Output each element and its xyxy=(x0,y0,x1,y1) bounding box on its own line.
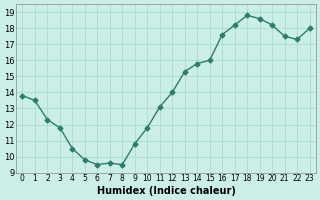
X-axis label: Humidex (Indice chaleur): Humidex (Indice chaleur) xyxy=(97,186,236,196)
